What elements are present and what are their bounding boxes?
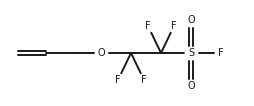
Text: O: O [187,81,195,91]
Text: F: F [145,21,151,31]
Text: F: F [171,21,177,31]
Text: O: O [187,15,195,25]
Text: O: O [97,48,105,58]
Text: F: F [141,75,147,85]
Text: S: S [188,48,194,58]
Text: F: F [218,48,224,58]
Text: F: F [115,75,121,85]
